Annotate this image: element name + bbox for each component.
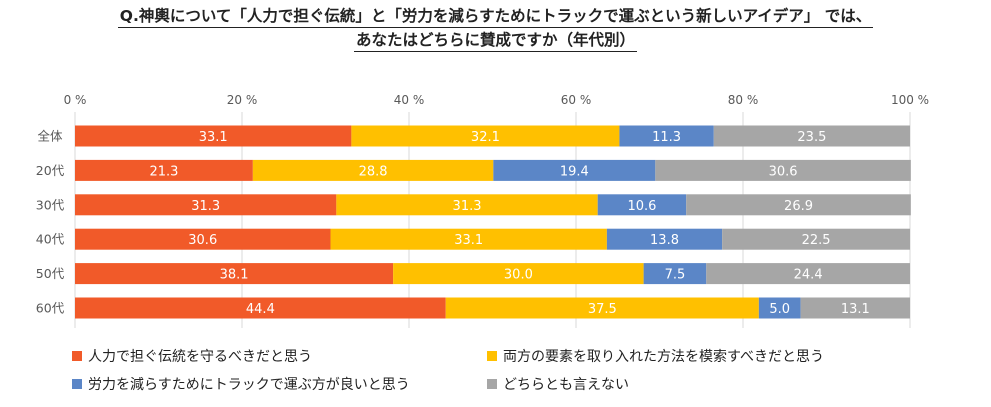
- data-label-r2-s3: 26.9: [784, 199, 813, 214]
- x-tick-label-3: 60 %: [561, 93, 592, 107]
- data-label-r4-s1: 30.0: [504, 268, 533, 283]
- data-label-r3-s1: 33.1: [454, 233, 483, 248]
- data-label-r1-s3: 30.6: [769, 164, 798, 179]
- data-label-r5-s0: 44.4: [246, 302, 275, 317]
- bar-segment-r0-s3: [713, 125, 910, 147]
- bar-segment-r2-s1: [336, 194, 598, 216]
- data-label-r2-s0: 31.3: [191, 199, 220, 214]
- bar-segment-r0-s1: [351, 125, 620, 147]
- bar-segment-r1-s1: [252, 159, 494, 181]
- data-label-r0-s3: 23.5: [797, 130, 826, 145]
- bar-segment-r0-s2: [619, 125, 714, 147]
- x-tick-label-0: 0 %: [64, 93, 87, 107]
- bar-segment-r1-s0: [75, 159, 253, 181]
- bar-segment-r3-s3: [722, 228, 910, 250]
- x-tick-label-4: 80 %: [728, 93, 759, 107]
- chart-title-text-1: Q.神輿について「人力で担ぐ伝統」と「労力を減らすためにトラックで運ぶという新し…: [117, 6, 874, 28]
- bar-segment-r5-s2: [758, 297, 801, 319]
- bar-segment-r5-s0: [75, 297, 446, 319]
- data-label-r0-s2: 11.3: [652, 130, 681, 145]
- x-tick-label-1: 20 %: [227, 93, 258, 107]
- bar-segment-r3-s1: [330, 228, 607, 250]
- x-tick-label-2: 40 %: [394, 93, 425, 107]
- chart-title-text-2: あなたはどちらに賛成ですか（年代別）: [353, 30, 637, 52]
- bar-segment-r3-s0: [75, 228, 331, 250]
- bar-segment-r2-s2: [597, 194, 687, 216]
- data-label-r4-s2: 7.5: [665, 268, 686, 283]
- bar-segment-r0-s0: [75, 125, 352, 147]
- data-label-r3-s2: 13.8: [650, 233, 679, 248]
- bar-segment-r4-s1: [393, 263, 644, 285]
- bar-segment-r5-s1: [445, 297, 759, 319]
- bar-segment-r5-s3: [800, 297, 910, 319]
- data-label-r5-s1: 37.5: [588, 302, 617, 317]
- data-label-r3-s0: 30.6: [188, 233, 217, 248]
- bar-segment-r4-s0: [75, 263, 394, 285]
- data-label-r2-s2: 10.6: [627, 199, 656, 214]
- x-tick-label-5: 100 %: [891, 93, 929, 107]
- bar-segment-r2-s0: [75, 194, 337, 216]
- bar-segment-r4-s3: [706, 263, 910, 285]
- category-label-4: 50代: [36, 266, 65, 281]
- bar-segment-r3-s2: [606, 228, 723, 250]
- chart-title-line-1: Q.神輿について「人力で担ぐ伝統」と「労力を減らすためにトラックで運ぶという新し…: [0, 6, 991, 28]
- category-label-2: 30代: [36, 197, 65, 212]
- bar-segment-r1-s2: [493, 159, 656, 181]
- chart-title-line-2: あなたはどちらに賛成ですか（年代別）: [0, 30, 991, 52]
- data-label-r1-s2: 19.4: [560, 164, 589, 179]
- data-label-r0-s0: 33.1: [199, 130, 228, 145]
- category-label-1: 20代: [36, 163, 65, 178]
- bar-segment-r1-s3: [655, 159, 911, 181]
- bar-segment-r2-s3: [686, 194, 911, 216]
- data-label-r1-s0: 21.3: [149, 164, 178, 179]
- data-label-r3-s3: 22.5: [802, 233, 831, 248]
- data-label-r1-s1: 28.8: [359, 164, 388, 179]
- category-label-5: 60代: [36, 301, 65, 316]
- data-label-r5-s2: 5.0: [769, 302, 790, 317]
- bar-segment-r4-s2: [643, 263, 707, 285]
- category-label-0: 全体: [37, 129, 63, 144]
- data-label-r0-s1: 32.1: [471, 130, 500, 145]
- category-label-3: 40代: [36, 232, 65, 247]
- data-label-r2-s1: 31.3: [453, 199, 482, 214]
- data-label-r4-s0: 38.1: [220, 268, 249, 283]
- data-label-r4-s3: 24.4: [794, 268, 823, 283]
- data-label-r5-s3: 13.1: [841, 302, 870, 317]
